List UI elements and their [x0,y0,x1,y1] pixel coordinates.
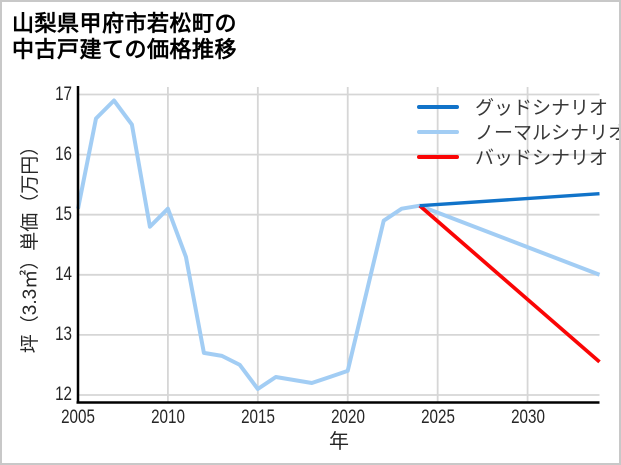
legend-item-bad-scenario: バッドシナリオ [417,144,619,169]
y-tick-label: 13 [55,323,72,345]
legend-swatch-good-scenario [417,104,459,109]
legend-label-good-scenario: グッドシナリオ [475,98,609,119]
chart-title-line1: 山梨県甲府市若松町の [12,11,238,36]
legend-swatch-normal-scenario [417,129,459,134]
x-tick-label: 2005 [61,406,95,428]
y-tick-label: 16 [55,143,72,165]
series-line-good-scenario [419,192,600,208]
chart-title-line2: 中古戸建ての価格推移 [12,37,238,62]
legend-item-normal-scenario: ノーマルシナリオ [417,119,621,144]
x-tick-label: 2025 [420,406,455,428]
x-tick-label: 2020 [330,406,365,428]
x-tick-label: 2010 [150,406,185,428]
y-tick-label: 12 [55,383,72,405]
legend-item-good-scenario: グッドシナリオ [417,94,619,119]
x-axis-label: 年 [329,431,349,453]
series-line-bad-scenario [418,204,601,364]
chart-title: 山梨県甲府市若松町の 中古戸建ての価格推移 [12,11,237,63]
legend-label-bad-scenario: バッドシナリオ [475,148,609,169]
y-tick-label: 14 [55,263,72,285]
legend-swatch-bad-scenario [417,154,459,159]
y-tick-label: 17 [55,83,72,105]
legend-label-normal-scenario: ノーマルシナリオ [475,123,621,144]
y-axis-label: 坪（3.3㎡）単価（万円） [20,136,41,354]
x-tick-label: 2030 [510,406,545,428]
x-tick-label: 2015 [240,406,275,428]
series-line-normal-scenario [76,98,601,391]
y-tick-label: 15 [55,203,72,225]
legend: グッドシナリオ ノーマルシナリオ バッドシナリオ [417,94,621,169]
